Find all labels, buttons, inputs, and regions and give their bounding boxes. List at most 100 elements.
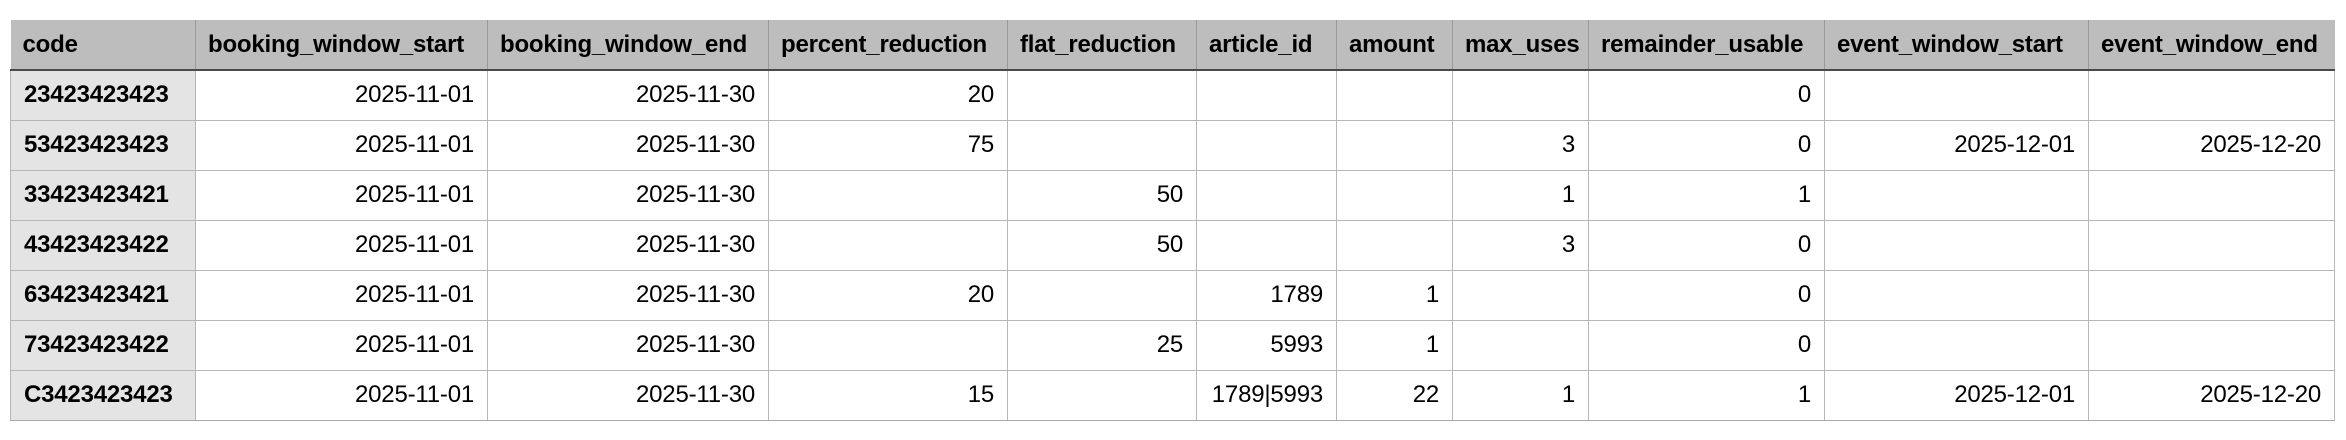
row-code-cell[interactable]: 43423423422 — [10, 220, 196, 271]
table-row: 53423423423 2025-11-01 2025-11-30 75 3 0 2025-… — [10, 120, 2335, 171]
table-cell[interactable] — [1007, 120, 1197, 171]
table-cell[interactable]: 1 — [1336, 270, 1453, 321]
table-cell[interactable]: 2025-11-01 — [195, 220, 488, 271]
table-cell[interactable]: 2025-12-20 — [2088, 370, 2335, 421]
table-cell[interactable] — [2088, 270, 2335, 321]
table-cell[interactable] — [2088, 170, 2335, 221]
table-cell[interactable]: 2025-11-30 — [487, 170, 769, 221]
table-row: 43423423422 2025-11-01 2025-11-30 50 3 0 — [10, 220, 2335, 271]
table-cell[interactable] — [2088, 70, 2335, 121]
table-cell[interactable]: 2025-11-30 — [487, 120, 769, 171]
column-header-article-id[interactable]: article_id — [1196, 20, 1337, 71]
table-cell[interactable]: 22 — [1336, 370, 1453, 421]
table-cell[interactable] — [2088, 220, 2335, 271]
column-header-booking-window-end[interactable]: booking_window_end — [487, 20, 769, 71]
table-cell[interactable] — [1824, 170, 2089, 221]
column-header-code[interactable]: code — [10, 20, 196, 71]
table-cell[interactable] — [1007, 70, 1197, 121]
table-cell[interactable]: 75 — [768, 120, 1008, 171]
table-cell[interactable] — [1196, 70, 1337, 121]
table-cell[interactable]: 0 — [1588, 320, 1825, 371]
table-header: code booking_window_start booking_window… — [10, 20, 2335, 71]
table-cell[interactable] — [1007, 270, 1197, 321]
table-cell[interactable]: 5993 — [1196, 320, 1337, 371]
column-header-event-window-end[interactable]: event_window_end — [2088, 20, 2335, 71]
table-row: 33423423421 2025-11-01 2025-11-30 50 1 1 — [10, 170, 2335, 221]
table-cell[interactable]: 2025-12-20 — [2088, 120, 2335, 171]
column-header-percent-reduction[interactable]: percent_reduction — [768, 20, 1008, 71]
table-cell[interactable]: 2025-11-30 — [487, 70, 769, 121]
row-code-cell[interactable]: 23423423423 — [10, 70, 196, 121]
table-cell[interactable]: 1 — [1588, 170, 1825, 221]
table-row: 73423423422 2025-11-01 2025-11-30 25 5993 1 0 — [10, 320, 2335, 371]
table-cell[interactable] — [1196, 170, 1337, 221]
table-cell[interactable]: 3 — [1452, 120, 1589, 171]
table-cell[interactable]: 25 — [1007, 320, 1197, 371]
table-cell[interactable]: 20 — [768, 70, 1008, 121]
table-cell[interactable]: 2025-11-30 — [487, 220, 769, 271]
table-cell[interactable]: 50 — [1007, 220, 1197, 271]
table-cell[interactable] — [1452, 320, 1589, 371]
table-cell[interactable] — [1336, 170, 1453, 221]
column-header-max-uses[interactable]: max_uses — [1452, 20, 1589, 71]
table-cell[interactable] — [1336, 70, 1453, 121]
table-cell[interactable] — [768, 170, 1008, 221]
table-cell[interactable]: 1789|5993 — [1196, 370, 1337, 421]
column-header-remainder-usable[interactable]: remainder_usable — [1588, 20, 1825, 71]
row-code-cell[interactable]: 33423423421 — [10, 170, 196, 221]
header-row: code booking_window_start booking_window… — [10, 20, 2335, 71]
table-cell[interactable]: 2025-11-30 — [487, 270, 769, 321]
table-cell[interactable]: 0 — [1588, 220, 1825, 271]
table-cell[interactable] — [1824, 220, 2089, 271]
row-code-cell[interactable]: 73423423422 — [10, 320, 196, 371]
table-cell[interactable] — [768, 320, 1008, 371]
table-cell[interactable]: 1 — [1336, 320, 1453, 371]
table-cell[interactable]: 2025-12-01 — [1824, 120, 2089, 171]
table-cell[interactable]: 2025-11-30 — [487, 370, 769, 421]
table-cell[interactable]: 0 — [1588, 270, 1825, 321]
table-row: 63423423421 2025-11-01 2025-11-30 20 1789 1 0 — [10, 270, 2335, 321]
table-cell[interactable]: 0 — [1588, 120, 1825, 171]
table-row: 23423423423 2025-11-01 2025-11-30 20 0 — [10, 70, 2335, 121]
table-cell[interactable]: 50 — [1007, 170, 1197, 221]
table-cell[interactable]: 2025-12-01 — [1824, 370, 2089, 421]
row-code-cell[interactable]: 53423423423 — [10, 120, 196, 171]
table-cell[interactable]: 15 — [768, 370, 1008, 421]
row-code-cell[interactable]: 63423423421 — [10, 270, 196, 321]
table-cell[interactable] — [1336, 220, 1453, 271]
table-cell[interactable]: 0 — [1588, 70, 1825, 121]
table-cell[interactable]: 2025-11-01 — [195, 170, 488, 221]
table-cell[interactable] — [1824, 70, 2089, 121]
voucher-table: code booking_window_start booking_window… — [10, 20, 2335, 421]
table-cell[interactable] — [768, 220, 1008, 271]
table-cell[interactable]: 2025-11-01 — [195, 370, 488, 421]
row-code-cell[interactable]: C3423423423 — [10, 370, 196, 421]
table-cell[interactable] — [1336, 120, 1453, 171]
table-cell[interactable]: 1789 — [1196, 270, 1337, 321]
table-cell[interactable] — [1824, 320, 2089, 371]
column-header-event-window-start[interactable]: event_window_start — [1824, 20, 2089, 71]
table-cell[interactable] — [1452, 70, 1589, 121]
table-cell[interactable] — [1196, 220, 1337, 271]
table-cell[interactable]: 2025-11-01 — [195, 320, 488, 371]
table-cell[interactable]: 2025-11-01 — [195, 120, 488, 171]
table-cell[interactable]: 2025-11-30 — [487, 320, 769, 371]
column-header-amount[interactable]: amount — [1336, 20, 1453, 71]
table-cell[interactable]: 1 — [1452, 370, 1589, 421]
table-cell[interactable] — [1007, 370, 1197, 421]
table-cell[interactable] — [1452, 270, 1589, 321]
table-cell[interactable] — [1824, 270, 2089, 321]
table-cell[interactable] — [1196, 120, 1337, 171]
table-cell[interactable]: 2025-11-01 — [195, 270, 488, 321]
table-cell[interactable]: 3 — [1452, 220, 1589, 271]
table-cell[interactable] — [2088, 320, 2335, 371]
table-cell[interactable]: 1 — [1588, 370, 1825, 421]
table-cell[interactable]: 2025-11-01 — [195, 70, 488, 121]
column-header-flat-reduction[interactable]: flat_reduction — [1007, 20, 1197, 71]
table-cell[interactable]: 20 — [768, 270, 1008, 321]
table-body: 23423423423 2025-11-01 2025-11-30 20 0 534234… — [10, 70, 2335, 421]
table-cell[interactable]: 1 — [1452, 170, 1589, 221]
column-header-booking-window-start[interactable]: booking_window_start — [195, 20, 488, 71]
table-row: C3423423423 2025-11-01 2025-11-30 15 1789|59… — [10, 370, 2335, 421]
